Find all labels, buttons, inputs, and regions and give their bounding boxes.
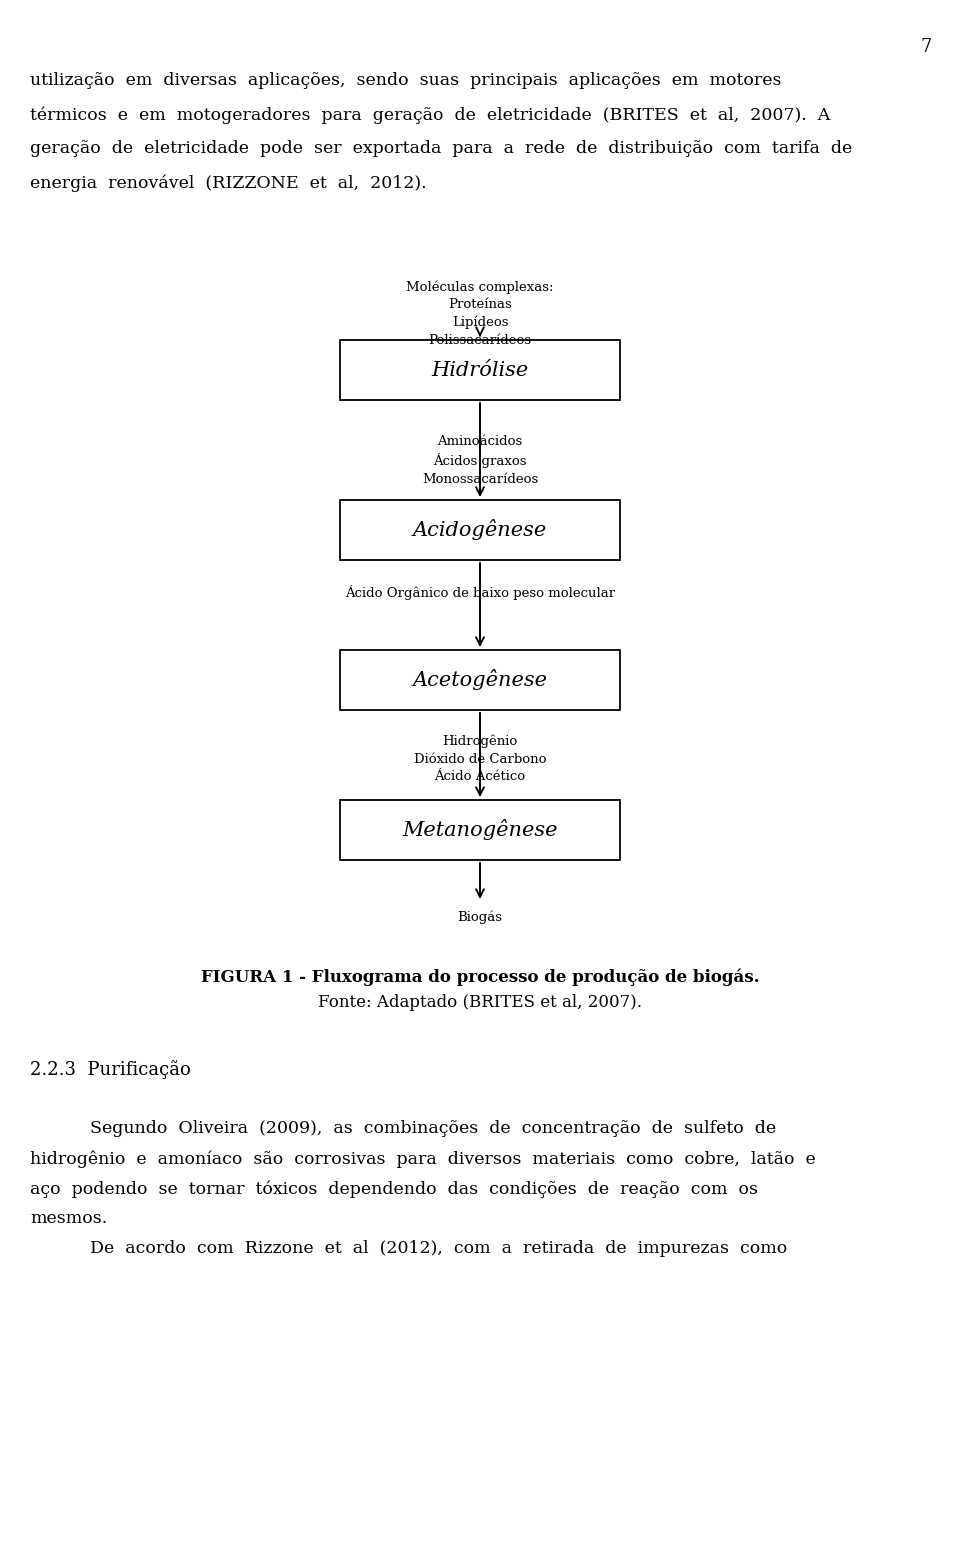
Text: 7: 7: [921, 39, 932, 56]
Text: Segundo  Oliveira  (2009),  as  combinações  de  concentração  de  sulfeto  de: Segundo Oliveira (2009), as combinações …: [90, 1120, 776, 1137]
Text: Metanogênese: Metanogênese: [402, 819, 558, 841]
Text: Acidogênese: Acidogênese: [413, 520, 547, 540]
Text: De  acordo  com  Rizzone  et  al  (2012),  com  a  retirada  de  impurezas  como: De acordo com Rizzone et al (2012), com …: [90, 1241, 787, 1258]
Text: FIGURA 1 - Fluxograma do processo de produção de biogás.: FIGURA 1 - Fluxograma do processo de pro…: [201, 967, 759, 986]
Text: aço  podendo  se  tornar  tóxicos  dependendo  das  condições  de  reação  com  : aço podendo se tornar tóxicos dependendo…: [30, 1180, 758, 1197]
Text: Hidrólise: Hidrólise: [431, 361, 529, 380]
Text: Hidrogênio
Dióxido de Carbono
Ácido Acético: Hidrogênio Dióxido de Carbono Ácido Acét…: [414, 734, 546, 784]
Text: energia  renovável  (RIZZONE  et  al,  2012).: energia renovável (RIZZONE et al, 2012).: [30, 174, 426, 191]
Text: Moléculas complexas:
Proteínas
Lipídeos
Polissacarídeos: Moléculas complexas: Proteínas Lipídeos …: [406, 279, 554, 347]
Bar: [340, 500, 620, 560]
Text: hidrogênio  e  amoníaco  são  corrosivas  para  diversos  materiais  como  cobre: hidrogênio e amoníaco são corrosivas par…: [30, 1150, 816, 1168]
Bar: [340, 339, 620, 400]
Text: 2.2.3  Purificação: 2.2.3 Purificação: [30, 1060, 191, 1079]
Text: geração  de  eletricidade  pode  ser  exportada  para  a  rede  de  distribuição: geração de eletricidade pode ser exporta…: [30, 140, 852, 157]
Bar: [340, 650, 620, 710]
Text: térmicos  e  em  motogeradores  para  geração  de  eletricidade  (BRITES  et  al: térmicos e em motogeradores para geração…: [30, 106, 830, 123]
Text: utilização  em  diversas  aplicações,  sendo  suas  principais  aplicações  em  : utilização em diversas aplicações, sendo…: [30, 73, 781, 89]
Text: Biogás: Biogás: [458, 910, 502, 924]
Bar: [340, 799, 620, 859]
Text: mesmos.: mesmos.: [30, 1210, 108, 1227]
Text: Aminoácidos
Ácidos graxos
Monossacarídeos: Aminoácidos Ácidos graxos Monossacarídeo…: [421, 435, 539, 486]
Text: Fonte: Adaptado (BRITES et al, 2007).: Fonte: Adaptado (BRITES et al, 2007).: [318, 994, 642, 1011]
Text: Ácido Orgânico de baixo peso molecular: Ácido Orgânico de baixo peso molecular: [345, 585, 615, 600]
Text: Acetogênese: Acetogênese: [413, 670, 547, 691]
